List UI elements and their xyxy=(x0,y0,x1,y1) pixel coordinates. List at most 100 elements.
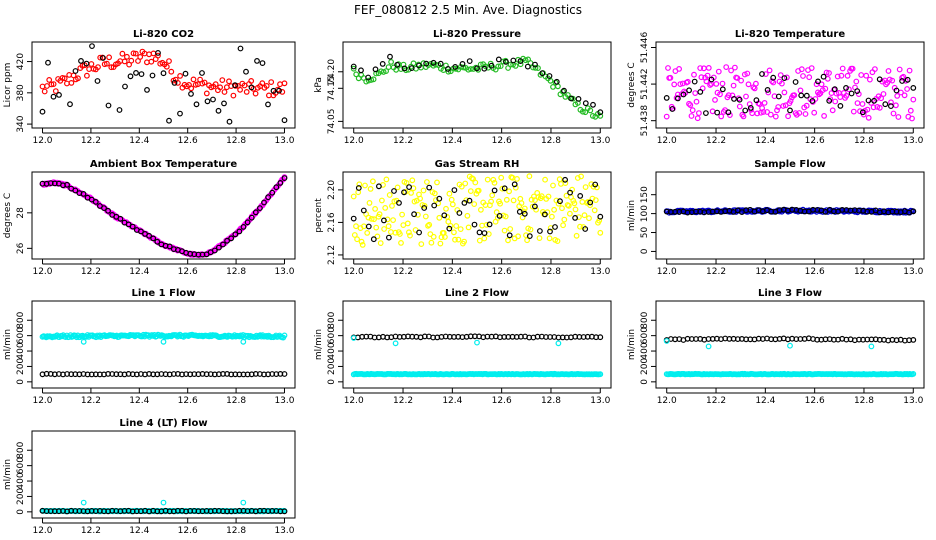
data-point-line-a xyxy=(888,99,894,106)
data-point-line-a xyxy=(237,86,244,93)
data-point-line-a xyxy=(556,176,563,183)
data-point-line-b xyxy=(273,184,280,191)
data-point-line-a xyxy=(226,78,232,85)
data-point-line-b xyxy=(265,101,271,108)
data-point-line-b xyxy=(524,63,531,70)
outlier-point xyxy=(474,339,480,346)
panel-line2: Line 2 Flow ml/min 12.0 12.2 12.4 12.6 12.8 13.… xyxy=(314,288,612,406)
data-point-line-b xyxy=(577,192,584,199)
data-point-line-a xyxy=(430,233,437,240)
data-point-line-a xyxy=(367,185,374,192)
data-point-line-a xyxy=(445,68,452,75)
data-point-line-a xyxy=(497,200,504,207)
x-tick-label: 12.2 xyxy=(81,396,101,406)
data-point-line-b xyxy=(226,118,233,125)
data-point-line-b xyxy=(481,230,488,237)
figure-title: FEF_080812 2.5 Min. Ave. Diagnostics xyxy=(354,3,582,17)
y-tick-label: 800 xyxy=(16,441,26,458)
data-point-line-b xyxy=(703,110,709,116)
data-point-line-b xyxy=(575,95,582,102)
x-tick-label: 13.0 xyxy=(274,136,294,146)
data-point-line-b xyxy=(56,91,62,98)
x-tick-label: 12.8 xyxy=(541,136,561,146)
data-point-line-b xyxy=(459,61,466,67)
data-point-line-b xyxy=(210,96,216,103)
data-point-line-b xyxy=(182,70,189,77)
data-point-line-a xyxy=(889,77,896,84)
data-point-line-a xyxy=(510,197,517,204)
data-point-line-a xyxy=(453,223,460,229)
data-point-line-a xyxy=(671,81,678,88)
data-point-line-a xyxy=(467,66,474,72)
data-point-line-b xyxy=(781,75,788,81)
data-point-line-b xyxy=(865,97,872,104)
data-point-line-b xyxy=(590,101,596,108)
data-point-line-a xyxy=(818,81,825,88)
data-point-line-b xyxy=(394,61,401,68)
data-point-line-a xyxy=(665,65,671,71)
data-point-line-b xyxy=(350,63,357,70)
data-point-line-a xyxy=(475,187,482,194)
data-point-line-b xyxy=(146,232,153,239)
data-point-line-a xyxy=(52,88,59,94)
data-point-line-a xyxy=(554,238,561,245)
data-point-line-a xyxy=(532,197,538,204)
data-point-line-a xyxy=(535,65,541,71)
data-point-line-a xyxy=(769,78,775,85)
outlier-point xyxy=(160,499,167,506)
y-tick-label: 0 xyxy=(16,509,26,515)
outlier-point xyxy=(787,342,793,349)
y-tick-label: 74.20 xyxy=(327,59,337,85)
data-point-line-a xyxy=(512,63,519,69)
data-point-line-b xyxy=(358,67,364,74)
data-point-line-b xyxy=(355,185,362,191)
x-tick-label: 12.6 xyxy=(805,396,825,406)
data-point-line-a xyxy=(787,98,794,104)
data-point-line-a xyxy=(174,79,181,86)
data-point-line-a xyxy=(565,202,572,209)
data-point-line-b xyxy=(122,83,128,90)
y-axis-label: ml/min xyxy=(627,329,637,360)
data-point-line-a xyxy=(901,92,908,99)
data-point-line-b xyxy=(441,212,448,219)
data-point-line-b xyxy=(815,78,821,85)
data-point-line-a xyxy=(379,197,385,204)
data-point-line-a xyxy=(578,173,584,180)
data-point-line-b xyxy=(144,86,150,93)
data-point-line-a xyxy=(119,50,126,57)
points-co2 xyxy=(39,43,288,125)
data-point-line-b xyxy=(248,214,255,221)
data-point-line-a xyxy=(715,68,722,75)
x-tick-label: 12.4 xyxy=(442,136,462,146)
data-point-line-a xyxy=(212,81,219,88)
data-point-line-a xyxy=(507,61,514,68)
data-point-line-a xyxy=(744,70,751,77)
x-tick-label: 12.2 xyxy=(81,526,101,536)
data-point-line-a xyxy=(75,75,81,82)
data-point-line-b xyxy=(431,202,438,209)
data-point-line-a xyxy=(472,179,479,186)
data-point-line-a xyxy=(499,185,506,192)
data-point-line-a xyxy=(230,92,237,99)
y-axis-label: ml/min xyxy=(3,329,13,360)
data-point-line-a xyxy=(878,95,884,102)
y-tick-label: 200 xyxy=(327,358,337,375)
outlier-point xyxy=(705,343,712,350)
data-point-line-b xyxy=(133,69,139,76)
x-tick-label: 12.4 xyxy=(129,136,149,146)
points-ambient xyxy=(39,174,288,259)
data-point-line-b xyxy=(117,215,124,222)
y-tick-label: 400 xyxy=(640,342,650,359)
data-point-line-a xyxy=(765,89,772,96)
data-point-line-a xyxy=(846,86,852,93)
outlier-point xyxy=(392,340,399,347)
y-tick-label: 420 xyxy=(16,53,26,70)
data-point-line-b xyxy=(871,97,877,104)
outlier-point xyxy=(663,338,670,344)
data-point-line-a xyxy=(785,113,791,120)
data-point-line-b xyxy=(854,88,861,94)
x-tick-label: 12.0 xyxy=(657,136,677,146)
data-point-line-b xyxy=(257,205,263,212)
x-tick-label: 13.0 xyxy=(590,267,610,277)
data-point-line-a xyxy=(422,213,429,220)
